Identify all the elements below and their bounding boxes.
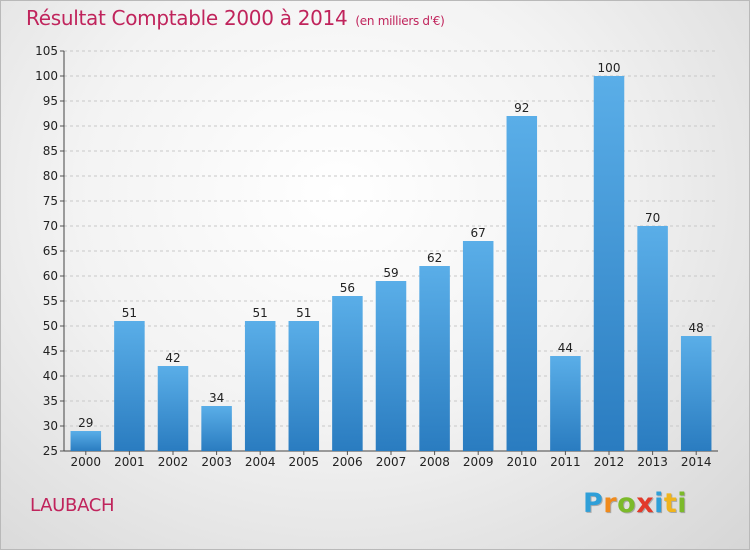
data-label-2006: 56 [340,281,355,295]
y-tick-label: 75 [43,194,58,208]
data-label-2000: 29 [78,416,93,430]
chart-title: Résultat Comptable 2000 à 2014 (en millie… [26,6,445,30]
data-label-2014: 48 [689,321,704,335]
y-tick-label: 50 [43,319,58,333]
bar-2003 [201,406,232,451]
y-tick-label: 25 [43,444,58,458]
data-label-2001: 51 [122,306,137,320]
bar-2012 [593,76,625,451]
data-label-2008: 62 [427,251,442,265]
logo-letter: o [617,488,637,519]
y-tick-label: 30 [43,419,58,433]
x-tick-label-2012: 2012 [594,455,625,469]
x-tick-label-2004: 2004 [245,455,276,469]
chart-title-text: Résultat Comptable 2000 à 2014 [26,6,348,30]
y-tick-label: 85 [43,144,58,158]
y-tick-label: 80 [43,169,58,183]
data-label-2010: 92 [514,101,529,115]
logo-letter: i [654,488,664,519]
logo-letter: x [636,488,655,519]
x-tick-label-2009: 2009 [463,455,494,469]
data-label-2009: 67 [471,226,486,240]
data-label-2002: 42 [165,351,180,365]
chart-unit: (en milliers d'€) [355,14,445,28]
logo-letter: t [663,488,678,519]
bar-2005 [288,321,320,451]
x-tick-label-2001: 2001 [114,455,145,469]
y-tick-label: 70 [43,219,58,233]
bar-2010 [506,116,538,451]
x-tick-label-2003: 2003 [201,455,232,469]
y-tick-label: 100 [35,69,58,83]
x-tick-label-2010: 2010 [507,455,538,469]
y-tick-label: 95 [43,94,58,108]
bar-2007 [375,281,407,451]
bar-2014 [680,336,712,451]
bar-2011 [550,356,581,451]
bar-2004 [244,321,276,451]
data-label-2013: 70 [645,211,660,225]
y-tick-label: 40 [43,369,58,383]
data-label-2004: 51 [253,306,268,320]
bar-2008 [419,266,450,451]
x-tick-label-2007: 2007 [376,455,407,469]
x-tick-label-2000: 2000 [71,455,102,469]
logo-letter: r [603,488,618,519]
bar-2000 [70,431,102,451]
data-label-2005: 51 [296,306,311,320]
y-tick-label: 90 [43,119,58,133]
bar-2009 [462,241,494,451]
data-label-2003: 34 [209,391,224,405]
x-tick-label-2006: 2006 [332,455,363,469]
data-label-2012: 100 [598,61,621,75]
y-tick-label: 105 [35,44,58,58]
bar-2006 [332,296,363,451]
commune-name: LAUBACH [30,495,115,516]
logo-letter: i [677,488,688,519]
y-tick-label: 45 [43,344,58,358]
logo-letter: P [583,488,604,519]
x-tick-label-2011: 2011 [550,455,581,469]
y-tick-label: 35 [43,394,58,408]
x-tick-label-2013: 2013 [637,455,668,469]
data-label-2011: 44 [558,341,573,355]
x-tick-label-2008: 2008 [419,455,450,469]
x-tick-label-2002: 2002 [158,455,189,469]
proxiti-logo: Proxiti [583,488,687,519]
y-tick-label: 60 [43,269,58,283]
y-tick-label: 65 [43,244,58,258]
bar-2013 [637,226,668,451]
x-tick-label-2005: 2005 [289,455,320,469]
y-tick-label: 55 [43,294,58,308]
bar-2001 [114,321,145,451]
data-label-2007: 59 [383,266,398,280]
bar-2002 [157,366,189,451]
x-tick-label-2014: 2014 [681,455,712,469]
